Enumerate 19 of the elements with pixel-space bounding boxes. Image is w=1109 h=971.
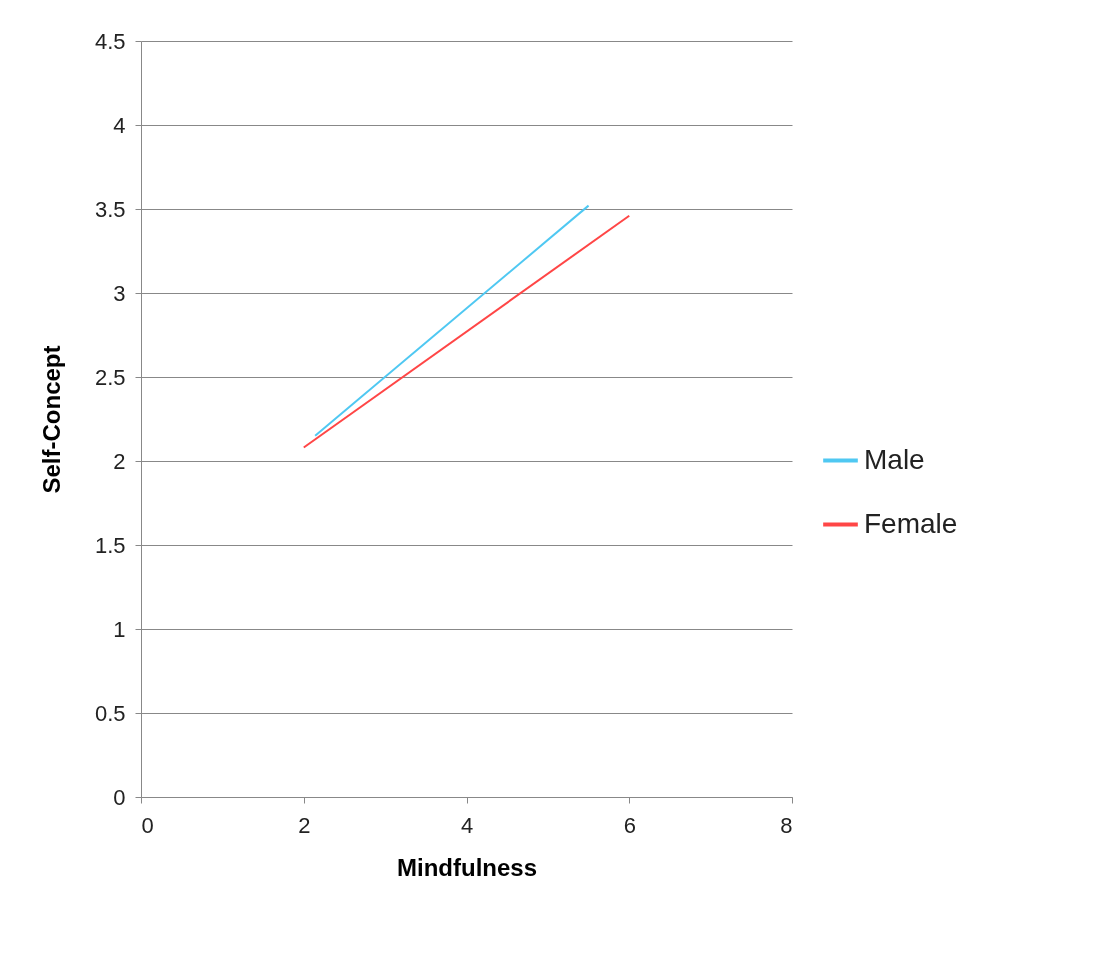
x-tick-label: 6 bbox=[623, 812, 636, 838]
y-tick-label: 1 bbox=[113, 616, 126, 642]
y-tick-label: 3.5 bbox=[94, 196, 126, 222]
y-tick-label: 2.5 bbox=[94, 364, 126, 390]
x-tick-label: 8 bbox=[780, 812, 793, 838]
y-tick-label: 0.5 bbox=[94, 700, 126, 726]
x-axis-title: Mindfulness bbox=[396, 853, 538, 881]
y-tick-label: 3 bbox=[113, 280, 126, 306]
legend-label: Male bbox=[864, 443, 925, 475]
y-tick-label: 4.5 bbox=[94, 28, 126, 54]
x-tick-label: 2 bbox=[298, 812, 311, 838]
y-tick-label: 4 bbox=[113, 112, 126, 138]
x-tick-label: 4 bbox=[460, 812, 474, 838]
y-tick-label: 2 bbox=[113, 448, 126, 474]
y-tick-label: 1.5 bbox=[94, 532, 126, 558]
x-tick-label: 0 bbox=[141, 812, 154, 838]
legend-label: Female bbox=[864, 507, 958, 539]
y-tick-label: 0 bbox=[113, 784, 126, 810]
y-axis-title: Self-Concept bbox=[37, 345, 65, 494]
